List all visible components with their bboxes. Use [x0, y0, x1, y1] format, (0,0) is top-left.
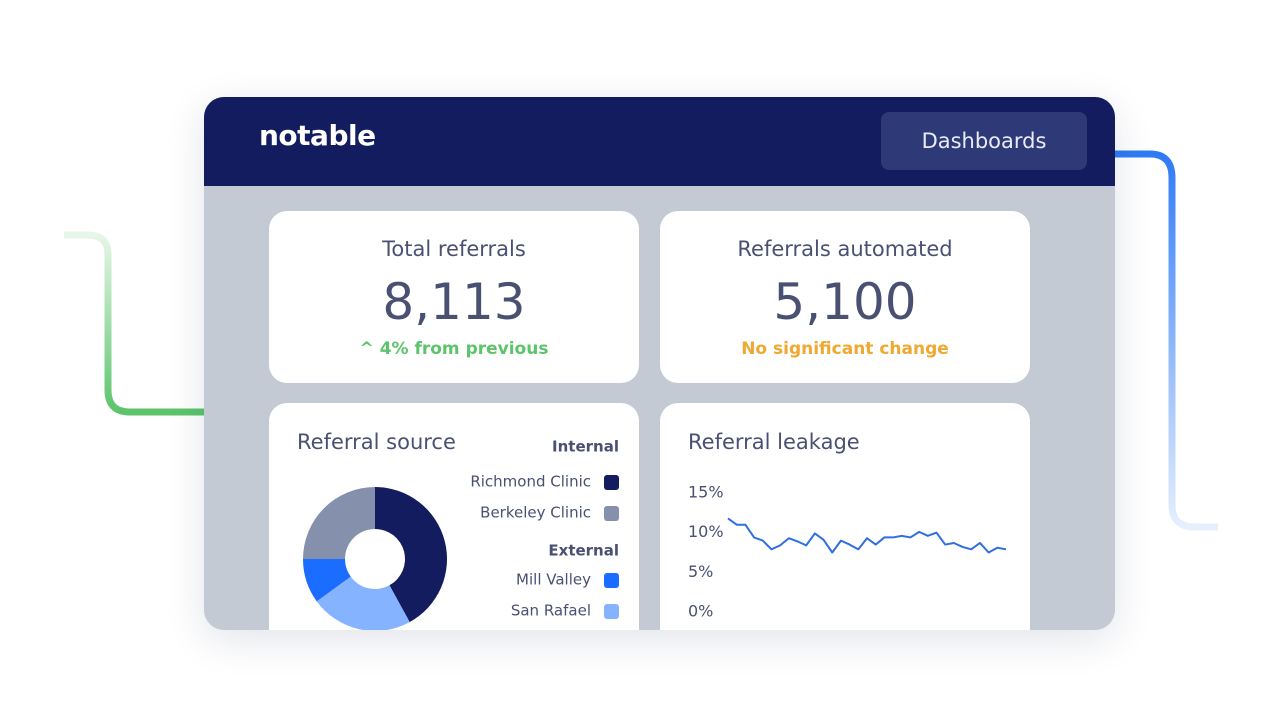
stat-value: 8,113 — [382, 273, 526, 331]
chart-title: Referral leakage — [688, 430, 860, 454]
legend-swatch — [604, 506, 619, 521]
stat-card: Referrals automated 5,100 No significant… — [660, 211, 1030, 383]
blue-connector — [1110, 150, 1218, 531]
stat-title: Total referrals — [382, 237, 526, 261]
line-series — [727, 517, 1007, 554]
pie-chart: Referral source Internal External Richmo… — [297, 430, 619, 630]
legend-label: Mill Valley — [516, 571, 591, 589]
stat-card: Total referrals 8,113 ^ 4% from previous — [269, 211, 639, 383]
legend-label: Richmond Clinic — [470, 473, 591, 491]
y-tick-label: 15% — [688, 483, 724, 502]
pie-slice — [303, 487, 375, 559]
pie-card: Referral source Internal External Richmo… — [269, 403, 639, 630]
y-tick-label: 5% — [688, 562, 713, 581]
line-chart: Referral leakage 0% 5% 10% 15% — [688, 430, 1007, 621]
legend-swatch — [604, 604, 619, 619]
header: notable Dashboards — [204, 97, 1115, 186]
legend-swatch — [604, 573, 619, 588]
legend-group: External — [548, 542, 619, 560]
pie-slice — [375, 487, 447, 623]
legend-swatch — [604, 475, 619, 490]
brand: notable — [259, 119, 376, 152]
y-tick-label: 10% — [688, 522, 724, 541]
chart-title: Referral source — [297, 430, 456, 454]
stat-value: 5,100 — [773, 273, 917, 331]
stat-title: Referrals automated — [737, 237, 953, 261]
dashboard-window: notable Dashboards Total referrals 8,113… — [204, 97, 1115, 630]
line-card: Referral leakage 0% 5% 10% 15% — [660, 403, 1030, 630]
stat-note: ^ 4% from previous — [359, 339, 549, 359]
legend-label: San Rafael — [511, 602, 591, 620]
legend-label: Berkeley Clinic — [480, 504, 591, 522]
pie-slice — [303, 559, 351, 602]
green-connector — [64, 231, 210, 416]
legend-group: Internal — [552, 438, 619, 456]
dashboards-button[interactable]: Dashboards — [881, 112, 1087, 170]
pie-slice — [316, 576, 410, 630]
stat-note: No significant change — [741, 339, 949, 359]
y-tick-label: 0% — [688, 602, 713, 621]
